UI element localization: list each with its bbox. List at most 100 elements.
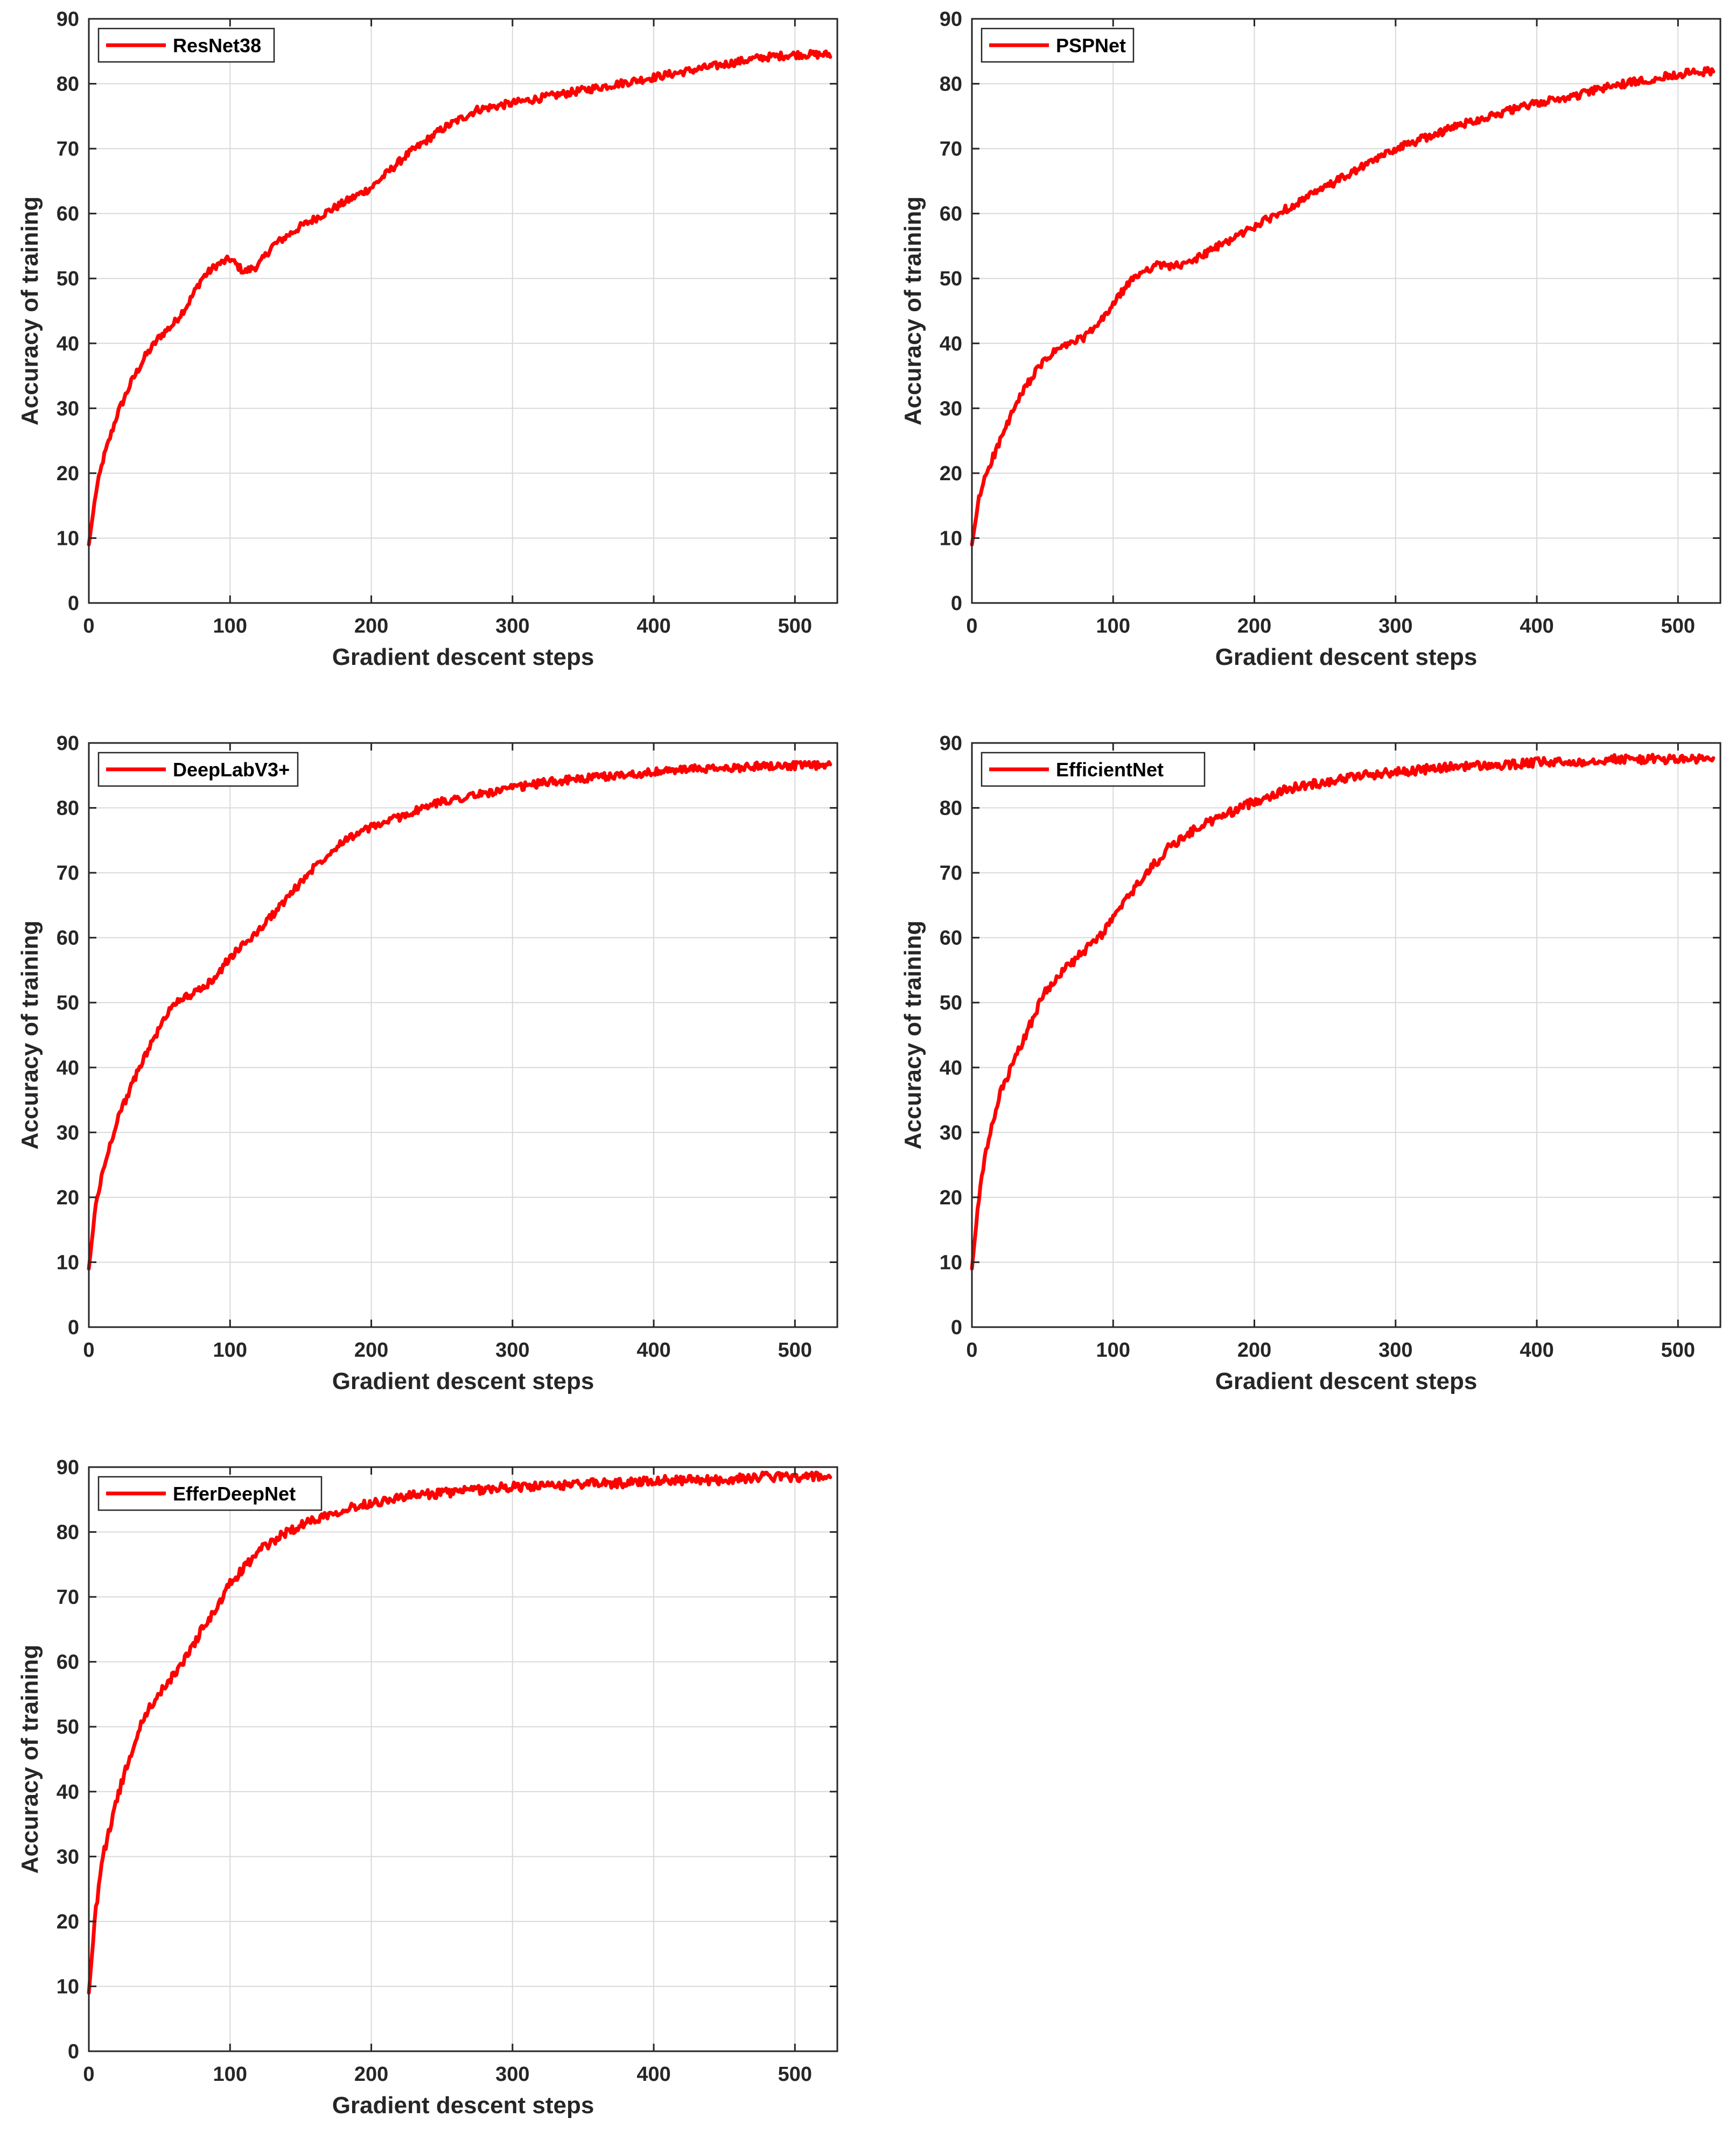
- x-tick-label: 100: [1096, 615, 1130, 637]
- x-tick-label: 500: [1661, 615, 1695, 637]
- y-tick-label: 90: [57, 1456, 79, 1479]
- legend: EfficientNet: [981, 752, 1206, 787]
- x-tick-label: 400: [1520, 615, 1553, 637]
- chart-efficientnet: 0 100 200 300 400 500 0 10 20 30 40 50 60 70 80 90 Gradi…: [900, 732, 1721, 1394]
- y-tick-label: 10: [57, 1251, 79, 1274]
- chart-pspnet: 0 100 200 300 400 500 0 10 20 30 40 50 60 70 80 90 Gradi…: [900, 8, 1721, 670]
- legend-label: DeepLabV3+: [173, 759, 290, 781]
- x-tick-label: 200: [354, 1339, 388, 1362]
- x-tick-label: 500: [778, 2063, 812, 2086]
- x-tick-label: 500: [1661, 1339, 1695, 1362]
- legend-label: ResNet38: [173, 34, 261, 57]
- y-tick-label: 10: [940, 527, 962, 550]
- y-tick-label: 70: [940, 862, 962, 885]
- y-tick-label: 60: [57, 1651, 79, 1674]
- series-line: [87, 760, 832, 1271]
- x-tick-label: 200: [1237, 615, 1271, 637]
- y-axis-title: Accuracy of training: [17, 197, 43, 425]
- legend: DeepLabV3+: [97, 752, 299, 787]
- y-tick-label: 0: [951, 1316, 962, 1339]
- legend-label: EfferDeepNet: [173, 1483, 296, 1505]
- x-tick-label: 200: [354, 615, 388, 637]
- plot-area: [89, 743, 837, 1327]
- y-tick-label: 0: [68, 592, 79, 615]
- x-axis-title: Gradient descent steps: [1215, 644, 1478, 670]
- y-tick-label: 80: [940, 73, 962, 96]
- x-tick-label: 200: [1237, 1339, 1271, 1362]
- y-axis-title: Accuracy of training: [900, 197, 926, 425]
- chart-deeplabv3plus: 0 100 200 300 400 500 0 10 20 30 40 50 60 70 80 90 Gradi…: [17, 732, 838, 1394]
- y-tick-label: 30: [57, 1121, 79, 1144]
- y-tick-label: 0: [68, 2040, 79, 2063]
- plot-area: [972, 19, 1720, 603]
- x-tick-label: 0: [966, 615, 977, 637]
- y-tick-label: 50: [57, 268, 79, 290]
- x-tick-label: 100: [213, 2063, 247, 2086]
- plot-area: [89, 19, 837, 603]
- axes-box: [88, 18, 838, 604]
- y-tick-label: 50: [940, 268, 962, 290]
- y-axis-title: Accuracy of training: [17, 1645, 43, 1874]
- axes-box: [88, 1466, 838, 2052]
- x-tick-label: 300: [495, 2063, 529, 2086]
- legend: EfferDeepNet: [97, 1476, 323, 1511]
- plot-area: [89, 1467, 837, 2051]
- y-tick-label: 10: [57, 1975, 79, 1998]
- x-tick-label: 400: [636, 1339, 670, 1362]
- y-tick-label: 10: [940, 1251, 962, 1274]
- x-tick-label: 100: [1096, 1339, 1130, 1362]
- plot-area: [972, 743, 1720, 1327]
- y-tick-label: 20: [940, 1187, 962, 1209]
- y-tick-label: 80: [57, 1521, 79, 1544]
- y-tick-label: 40: [57, 333, 79, 355]
- series-line: [970, 753, 1716, 1271]
- y-tick-label: 30: [940, 1121, 962, 1144]
- x-tick-label: 0: [83, 1339, 94, 1362]
- legend-label: EfficientNet: [1056, 759, 1164, 781]
- x-tick-label: 300: [1378, 1339, 1412, 1362]
- x-tick-label: 400: [636, 615, 670, 637]
- y-tick-label: 40: [940, 1057, 962, 1079]
- y-tick-label: 50: [57, 1716, 79, 1738]
- y-tick-label: 70: [57, 1586, 79, 1609]
- x-tick-label: 0: [83, 2063, 94, 2086]
- y-tick-label: 60: [57, 203, 79, 226]
- x-axis-title: Gradient descent steps: [1215, 1368, 1478, 1394]
- legend: PSPNet: [981, 27, 1135, 63]
- y-tick-label: 90: [57, 8, 79, 31]
- x-tick-label: 300: [1378, 615, 1412, 637]
- chart-efferdeepnet: 0 100 200 300 400 500 0 10 20 30 40 50 60 70 80 90 Gradi…: [17, 1456, 838, 2119]
- y-tick-label: 70: [57, 138, 79, 160]
- y-tick-label: 60: [940, 927, 962, 950]
- y-tick-label: 50: [57, 992, 79, 1014]
- x-tick-label: 300: [495, 1339, 529, 1362]
- y-tick-label: 40: [57, 1781, 79, 1804]
- legend: ResNet38: [97, 27, 275, 63]
- chart-resnet38: 0 100 200 300 400 500 0 10 20 30 40 50 60 70 80 90 Gradi…: [17, 8, 838, 670]
- y-tick-label: 20: [57, 462, 79, 485]
- y-tick-label: 90: [940, 732, 962, 755]
- x-tick-label: 500: [778, 615, 812, 637]
- x-tick-label: 100: [213, 1339, 247, 1362]
- y-tick-label: 30: [57, 1846, 79, 1868]
- y-axis-title: Accuracy of training: [17, 921, 43, 1149]
- x-tick-label: 200: [354, 2063, 388, 2086]
- y-tick-label: 60: [940, 203, 962, 226]
- y-tick-label: 10: [57, 527, 79, 550]
- y-tick-label: 50: [940, 992, 962, 1014]
- axes-box: [971, 742, 1721, 1328]
- x-tick-label: 400: [1520, 1339, 1553, 1362]
- y-tick-label: 60: [57, 927, 79, 950]
- x-axis-title: Gradient descent steps: [332, 2092, 594, 2119]
- legend-label: PSPNet: [1056, 34, 1126, 57]
- series-line: [87, 1470, 832, 1995]
- x-tick-label: 400: [636, 2063, 670, 2086]
- x-tick-label: 0: [83, 615, 94, 637]
- axes-box: [971, 18, 1721, 604]
- y-tick-label: 20: [57, 1911, 79, 1933]
- y-axis-title: Accuracy of training: [900, 921, 926, 1149]
- x-tick-label: 0: [966, 1339, 977, 1362]
- y-tick-label: 80: [57, 73, 79, 96]
- y-tick-label: 80: [57, 797, 79, 820]
- y-tick-label: 40: [57, 1057, 79, 1079]
